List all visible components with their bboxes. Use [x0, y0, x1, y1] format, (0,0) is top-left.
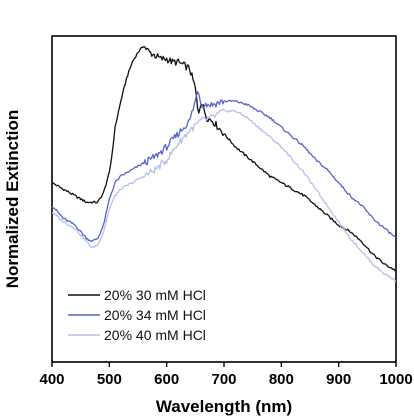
series-line-2: [51, 91, 397, 243]
legend-label-2: 20% 34 mM HCl: [104, 307, 206, 323]
x-tick-label: 700: [211, 371, 236, 388]
x-tick-layer: 400 500 600 700 800 900 1000: [39, 362, 413, 388]
x-tick-label: 800: [269, 371, 294, 388]
x-axis-label: Wavelength (nm): [156, 397, 292, 416]
legend-label-1: 20% 30 mM HCl: [104, 287, 206, 303]
x-tick-label: 900: [326, 371, 351, 388]
legend-label-3: 20% 40 mM HCl: [104, 327, 206, 343]
series-line-1: [51, 46, 397, 272]
series-line-3: [51, 108, 397, 282]
legend: 20% 30 mM HCl 20% 34 mM HCl 20% 40 mM HCl: [68, 287, 206, 343]
x-tick-label: 400: [39, 371, 64, 388]
series-layer: [51, 46, 397, 282]
x-tick-label: 500: [97, 371, 122, 388]
y-axis-label: Normalized Extinction: [3, 110, 22, 289]
x-tick-label: 600: [154, 371, 179, 388]
x-tick-label: 1000: [379, 371, 412, 388]
